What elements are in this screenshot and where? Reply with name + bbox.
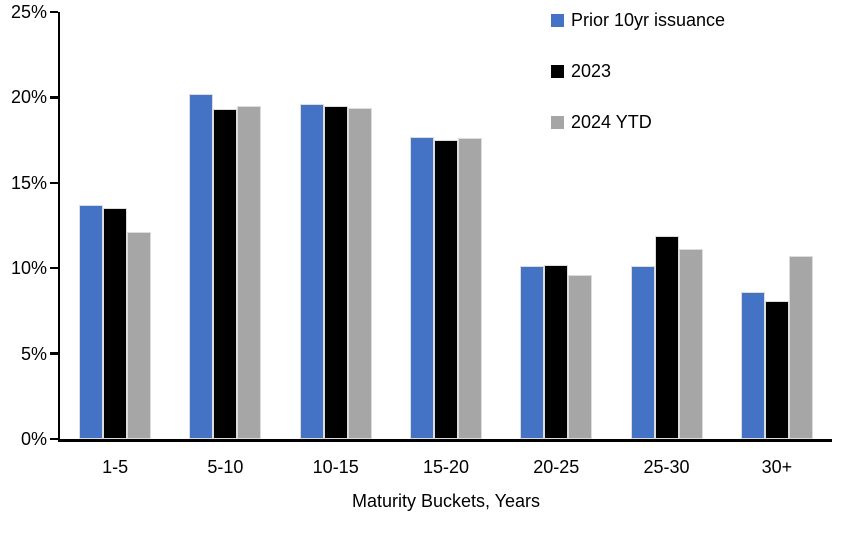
- bar-2024-ytd-30: [788, 256, 813, 439]
- legend-swatch-icon: [551, 13, 564, 27]
- x-category-label-20-25: 20-25: [533, 457, 580, 477]
- x-category-label-10-15: 10-15: [312, 457, 359, 477]
- bar-2023-20-25: [544, 264, 569, 439]
- bar-2023-15-20: [434, 140, 458, 439]
- y-axis-tick-label: 5%: [20, 343, 47, 364]
- bar-2024-ytd-25-30: [678, 249, 703, 439]
- x-category-label-25-30: 25-30: [643, 457, 690, 477]
- bar-2023-25-30: [654, 235, 679, 439]
- y-axis-line: [57, 12, 60, 442]
- legend: Prior 10yr issuance 2023 2024 YTD: [551, 10, 725, 132]
- y-axis-tick-mark: [50, 266, 58, 270]
- legend-item-2023: 2023: [551, 61, 725, 81]
- y-axis-tick-label: 20%: [10, 87, 47, 108]
- y-axis-tick-label: 25%: [10, 2, 47, 22]
- bar-2023-1-5: [103, 208, 128, 439]
- y-axis-tick-label: 15%: [10, 172, 47, 193]
- bar-2024-ytd-10-15: [347, 107, 372, 439]
- x-category-label-1-5: 1-5: [102, 457, 129, 477]
- bar-prior-10yr-issuance-10-15: [299, 104, 324, 439]
- bar-2024-ytd-5-10: [237, 105, 262, 439]
- bar-prior-10yr-issuance-5-10: [189, 93, 214, 439]
- x-axis-line: [57, 439, 832, 442]
- y-axis-tick-mark: [50, 10, 58, 14]
- y-axis-tick-mark: [50, 181, 58, 185]
- y-axis-tick-mark: [50, 437, 58, 441]
- legend-swatch-icon: [551, 115, 564, 129]
- bar-prior-10yr-issuance-20-25: [520, 266, 545, 439]
- bar-prior-10yr-issuance-1-5: [79, 205, 104, 439]
- legend-item-prior-10yr-issuance: Prior 10yr issuance: [551, 10, 725, 30]
- bar-2023-5-10: [213, 109, 238, 439]
- bar-2023-30: [764, 300, 789, 439]
- y-axis-tick-label: 0%: [20, 429, 47, 449]
- bar-2024-ytd-1-5: [127, 232, 152, 439]
- bar-prior-10yr-issuance-30: [740, 292, 765, 439]
- bar-2023-10-15: [323, 105, 348, 439]
- bar-2024-ytd-15-20: [458, 138, 482, 439]
- x-category-label-5-10: 5-10: [207, 457, 244, 477]
- legend-label: 2024 YTD: [571, 111, 652, 132]
- y-axis-tick-mark: [50, 96, 58, 99]
- x-category-label-15-20: 15-20: [422, 457, 469, 477]
- legend-item-2024-ytd: 2024 YTD: [551, 112, 725, 132]
- legend-swatch-icon: [551, 64, 564, 78]
- bar-prior-10yr-issuance-25-30: [630, 266, 655, 439]
- x-category-label-30: 30+: [761, 457, 793, 477]
- x-axis-title: Maturity Buckets, Years: [351, 491, 541, 511]
- legend-label: 2023: [571, 60, 612, 81]
- y-axis-tick-mark: [50, 352, 58, 355]
- y-axis-tick-label: 10%: [10, 258, 47, 279]
- bar-prior-10yr-issuance-15-20: [410, 136, 434, 439]
- legend-label: Prior 10yr issuance: [571, 9, 726, 30]
- bar-2024-ytd-20-25: [568, 275, 593, 439]
